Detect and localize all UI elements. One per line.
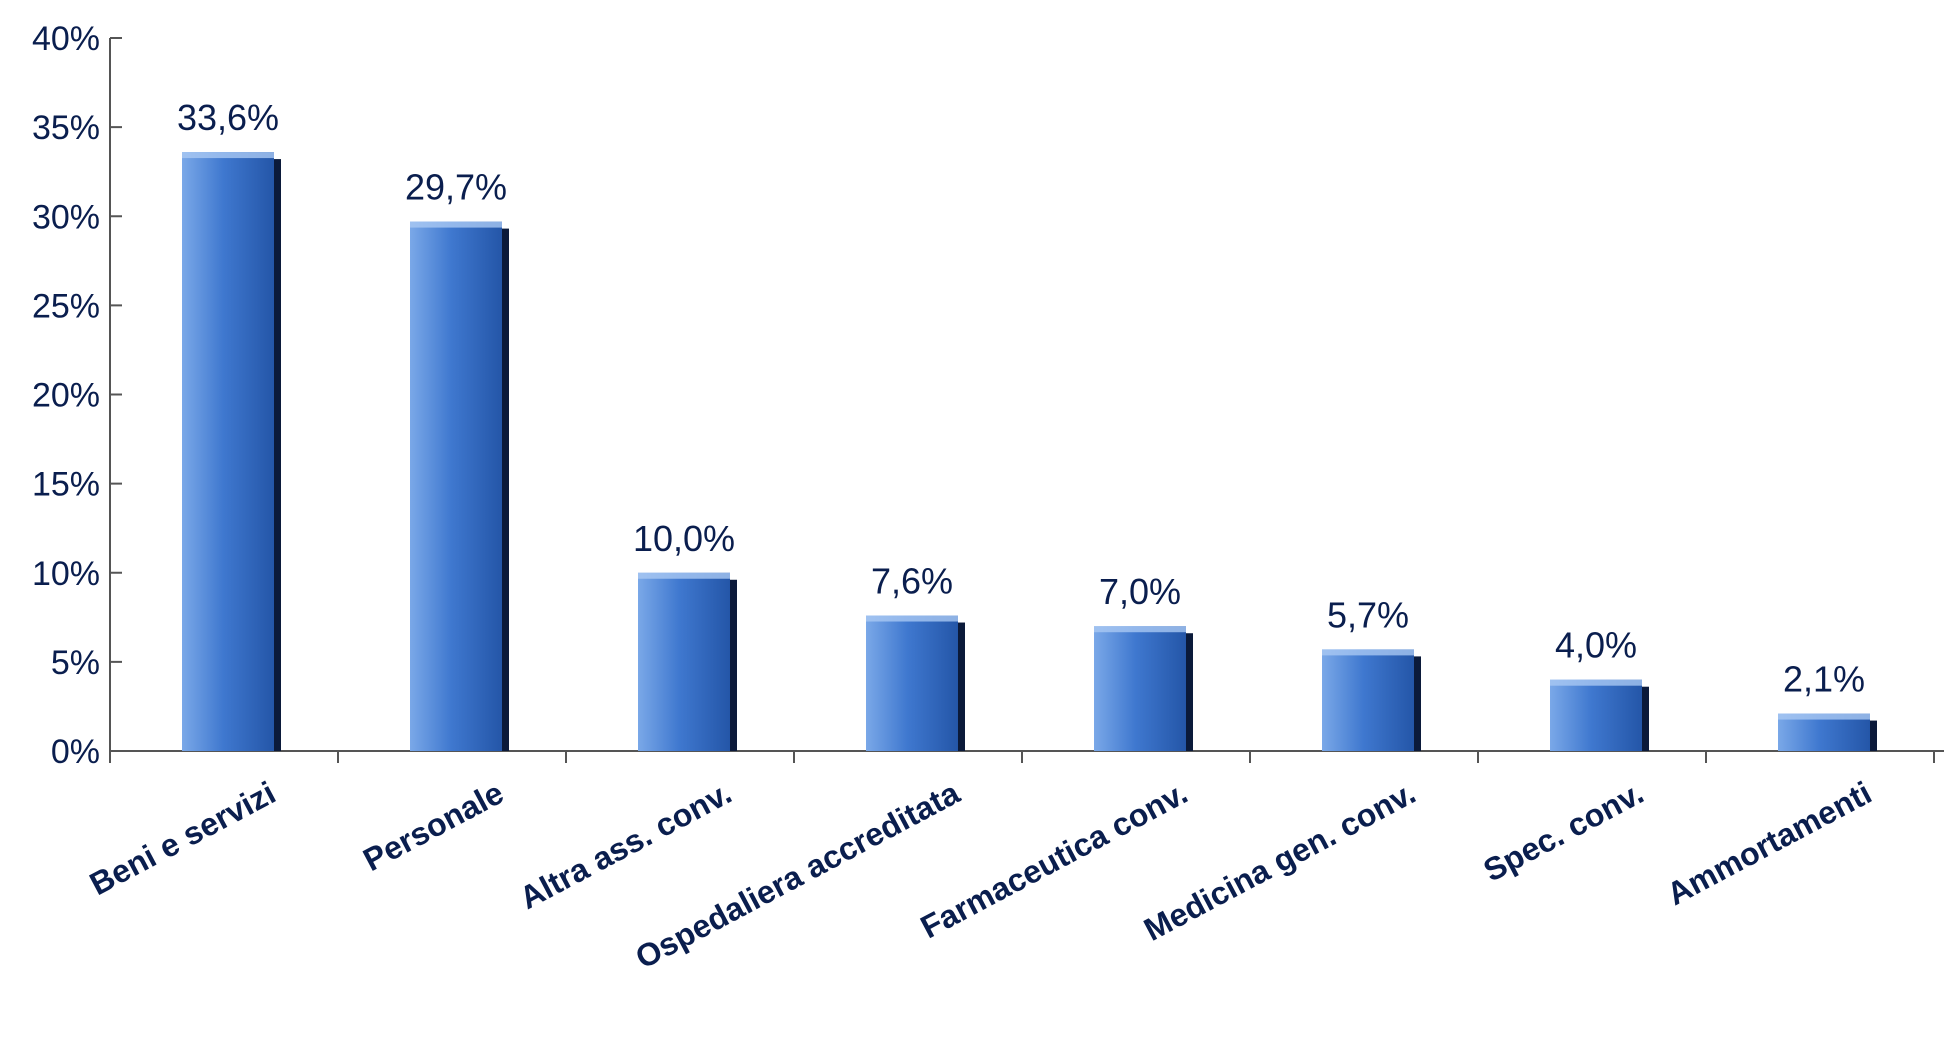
category-label: Altra ass. conv. [514,774,738,916]
bar-highlight [1778,713,1870,720]
bar-highlight [182,152,274,159]
x-axis [109,750,1944,763]
y-tick-label: 25% [32,287,100,325]
y-tick-label: 0% [51,733,100,771]
data-label: 29,7% [405,167,507,208]
category-label: Personale [357,774,509,878]
data-label: 7,0% [1099,571,1181,612]
category-label: Beni e servizi [84,774,282,902]
category-labels: Beni e servizi Personale Altra ass. conv.O… [84,774,1878,975]
bar [1322,649,1414,751]
y-tick-label: 10% [32,555,100,593]
y-tick-label: 15% [32,466,100,504]
data-label: 2,1% [1783,659,1865,700]
category-label: Spec. conv. [1477,774,1649,888]
bar-highlight [638,572,730,579]
data-label: 4,0% [1555,625,1637,666]
bars [182,152,1877,751]
y-tick-label: 5% [51,644,100,682]
bar [1550,679,1642,751]
y-tick-label: 20% [32,377,100,415]
y-axis: 0% 5% 10% 15% 20% 25% 30% 35% 40% [32,20,122,771]
bar [1094,626,1186,751]
bar [182,152,274,751]
bar-highlight [866,615,958,622]
bar-highlight [1550,679,1642,686]
bar [1778,713,1870,751]
y-tick-label: 40% [32,20,100,58]
data-label: 33,6% [177,97,279,138]
data-labels: 33,6% 29,7% 10,0% 7,6% 7,0% 5,7% 4,0% 2,1% [177,97,1865,699]
data-label: 7,6% [871,561,953,602]
data-label: 10,0% [633,518,735,559]
data-label: 5,7% [1327,594,1409,635]
category-label: Ammortamenti [1661,774,1877,912]
bar-highlight [410,221,502,228]
bar [410,221,502,751]
bar-highlight [1094,626,1186,633]
bar [866,615,958,751]
y-tick-label: 30% [32,198,100,236]
bar-highlight [1322,649,1414,656]
y-tick-label: 35% [32,109,100,147]
bar [638,572,730,751]
